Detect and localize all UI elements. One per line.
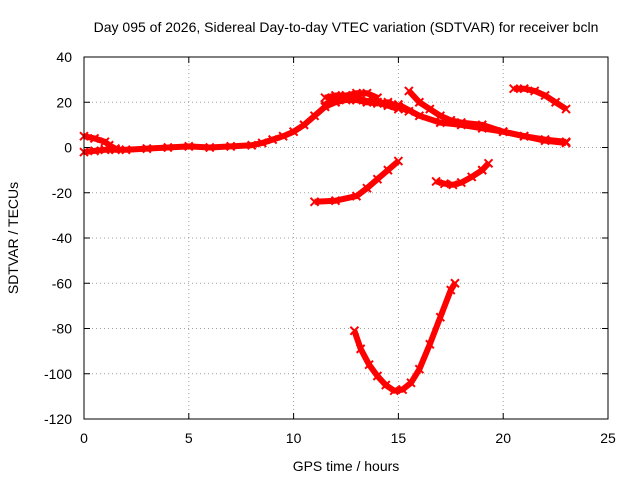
chart-title: Day 095 of 2026, Sidereal Day-to-day VTE… <box>94 19 599 35</box>
data-point <box>383 165 393 175</box>
data-point <box>435 111 446 121</box>
data-point <box>349 326 360 336</box>
data-point <box>456 177 466 188</box>
data-point <box>267 134 278 145</box>
data-point <box>448 180 458 190</box>
x-tick-label: 20 <box>495 430 511 446</box>
y-tick-label: 20 <box>56 94 72 110</box>
data-point <box>383 100 393 111</box>
data-point <box>414 111 425 121</box>
data-point <box>184 141 194 152</box>
y-tick-label: 40 <box>56 49 72 65</box>
data-point <box>467 172 477 182</box>
data-point <box>372 97 383 107</box>
data-point <box>351 93 362 103</box>
x-tick-label: 15 <box>391 430 407 446</box>
data-point <box>288 126 299 137</box>
grid-lines <box>84 57 608 419</box>
data-point <box>110 143 121 154</box>
data-point <box>309 197 320 207</box>
data-point <box>341 90 351 101</box>
data-point <box>404 86 414 96</box>
data-point <box>406 378 416 388</box>
data-point <box>205 142 215 153</box>
data-point <box>425 339 435 350</box>
data-point <box>439 178 450 189</box>
data-point <box>104 140 114 150</box>
x-axis-label: GPS time / hours <box>293 458 400 474</box>
data-point <box>446 115 456 126</box>
data-point <box>414 364 425 374</box>
data-point <box>519 83 529 94</box>
data-point <box>142 143 152 154</box>
data-point <box>362 88 372 98</box>
y-tick-label: -60 <box>52 275 72 291</box>
data-point <box>435 312 446 322</box>
series-track-deep-dip <box>351 281 458 394</box>
data-point <box>257 138 267 148</box>
y-tick-label: -120 <box>44 411 72 427</box>
data-point <box>226 141 236 152</box>
data-point <box>362 96 372 106</box>
y-tick-label: -40 <box>52 230 72 246</box>
data-point <box>246 140 257 150</box>
plot-frame <box>83 56 609 420</box>
data-point <box>498 126 508 137</box>
data-point <box>540 90 550 101</box>
axis-ticks: 0 5 10 15 20 25 -120 -100 -80 -60 -40 -20 0 20 40 <box>44 49 616 446</box>
data-point <box>393 104 404 114</box>
data-point <box>425 104 435 114</box>
data-point <box>529 86 540 96</box>
y-tick-label: -100 <box>44 366 72 382</box>
data-point <box>330 195 341 206</box>
x-tick-label: 0 <box>80 430 88 446</box>
y-tick-label: -20 <box>52 185 72 201</box>
data-point <box>362 183 372 193</box>
data-point <box>330 90 341 101</box>
data-point <box>477 120 487 130</box>
data-point <box>450 278 460 288</box>
data-point <box>372 174 383 184</box>
data-point <box>355 344 366 354</box>
data-point <box>320 99 330 110</box>
x-tick-label: 25 <box>600 430 616 446</box>
data-point <box>397 384 408 395</box>
y-tick-label: -80 <box>52 321 72 337</box>
data-point <box>89 146 100 156</box>
data-point <box>381 380 391 390</box>
data-point <box>389 386 399 396</box>
data-point <box>483 158 494 169</box>
data-point <box>431 176 441 187</box>
data-point <box>446 285 456 295</box>
data-point <box>364 359 374 370</box>
data-point <box>278 131 288 141</box>
data-point <box>561 104 571 114</box>
data-point <box>456 117 466 128</box>
data-point <box>320 93 330 103</box>
data-point <box>163 142 173 153</box>
data-point <box>519 131 529 141</box>
data-point <box>309 111 320 121</box>
data-point <box>508 83 519 94</box>
data-point <box>121 145 131 155</box>
series-layer <box>79 83 571 396</box>
data-point <box>561 137 571 147</box>
data-point <box>299 120 309 130</box>
x-tick-label: 10 <box>286 430 302 446</box>
data-point <box>351 191 362 201</box>
data-point <box>540 134 550 145</box>
y-axis-label: SDTVAR / TECUs <box>5 182 21 294</box>
data-point <box>414 97 425 107</box>
data-point <box>372 371 383 381</box>
data-point <box>550 97 561 107</box>
y-tick-label: 0 <box>64 140 72 156</box>
data-point <box>393 156 404 166</box>
series-track-main-rise <box>83 97 411 155</box>
x-tick-label: 5 <box>185 430 193 446</box>
data-point <box>89 133 100 144</box>
